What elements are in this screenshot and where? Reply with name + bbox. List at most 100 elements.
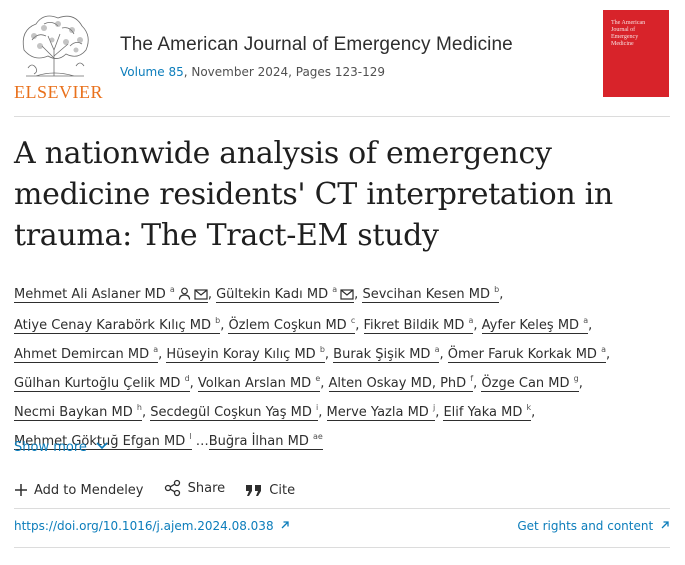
author-link[interactable]: Sevcihan Kesen MD b	[362, 285, 500, 303]
affiliation-marker: a	[153, 345, 159, 354]
elsevier-tree-logo[interactable]	[14, 10, 94, 98]
plus-icon	[15, 484, 27, 496]
quote-icon	[246, 485, 262, 496]
author-name: Secdegül Coşkun Yaş MD	[150, 405, 312, 420]
affiliation-marker: a	[434, 345, 440, 354]
external-link-icon	[281, 521, 290, 529]
author-link[interactable]: Özlem Coşkun MD c	[228, 316, 356, 334]
author-separator: ,	[189, 376, 198, 391]
author-list: Mehmet Ali Aslaner MD a, Gültekin Kadı M…	[14, 278, 659, 454]
cite-label: Cite	[269, 482, 296, 498]
author-link[interactable]: Hüseyin Koray Kılıç MD b	[166, 345, 325, 363]
author-separator: ,	[141, 405, 151, 420]
author-separator: ,	[588, 318, 593, 333]
author-separator: ,	[318, 405, 327, 420]
author-ellipsis: …	[195, 434, 209, 449]
affiliation-marker: a	[601, 345, 606, 354]
author-separator: ,	[158, 347, 167, 362]
author-link[interactable]: Özge Can MD g	[481, 374, 579, 392]
author-separator: ,	[473, 376, 482, 391]
volume-link[interactable]: Volume 85	[120, 65, 184, 79]
author-link[interactable]: Necmi Baykan MD h	[14, 403, 142, 421]
author-link[interactable]: Elif Yaka MD k	[443, 403, 532, 421]
author-name: Burak Şişik MD	[333, 347, 431, 362]
author-link[interactable]: Burak Şişik MD a	[333, 345, 440, 363]
person-icon	[178, 285, 191, 309]
bottom-divider	[14, 547, 670, 548]
journal-volume-info: Volume 85, November 2024, Pages 123-129	[120, 65, 385, 79]
affiliation-marker: e	[315, 374, 321, 383]
author-name: Mehmet Ali Aslaner MD	[14, 287, 166, 302]
author-name: Gültekin Kadı MD	[216, 287, 329, 302]
publisher-name: ELSEVIER	[14, 82, 103, 102]
show-more-label: Show more	[14, 440, 87, 455]
author-link[interactable]: Mehmet Göktuğ Efgan MD l	[14, 432, 192, 450]
affiliation-marker: f	[470, 374, 474, 383]
author-separator: ,	[499, 287, 504, 302]
author-separator: ,	[435, 405, 444, 420]
email-icon	[194, 285, 208, 309]
email-icon	[340, 285, 354, 309]
chevron-down-icon	[96, 442, 108, 450]
author-link[interactable]: Gülhan Kurtoğlu Çelik MD d	[14, 374, 190, 392]
doi-link[interactable]: https://doi.org/10.1016/j.ajem.2024.08.0…	[14, 519, 290, 533]
cover-title: The American Journal of Emergency Medici…	[611, 20, 646, 47]
author-link[interactable]: Ahmet Demircan MD a	[14, 345, 159, 363]
author-separator: ,	[439, 347, 448, 362]
article-title: A nationwide analysis of emergency medic…	[14, 136, 613, 253]
article-actions: Add to Mendeley Share Cite	[14, 479, 311, 501]
author-link[interactable]: Mehmet Ali Aslaner MD a	[14, 285, 208, 303]
author-link[interactable]: Volkan Arslan MD e	[197, 374, 321, 392]
author-name: Fikret Bildik MD	[363, 318, 465, 333]
affiliation-marker: c	[350, 316, 356, 325]
affiliation-marker: g	[573, 374, 579, 383]
affiliation-marker: i	[316, 403, 319, 412]
author-name: Sevcihan Kesen MD	[362, 287, 490, 302]
author-link[interactable]: Atiye Cenay Karabörk Kılıç MD b	[14, 316, 221, 334]
author-separator: ,	[531, 405, 536, 420]
author-name: Özge Can MD	[481, 376, 570, 391]
author-name: Hüseyin Koray Kılıç MD	[166, 347, 316, 362]
author-link[interactable]: Gültekin Kadı MD a	[216, 285, 355, 303]
author-name: Atiye Cenay Karabörk Kılıç MD	[14, 318, 211, 333]
actions-divider	[14, 508, 670, 509]
get-rights-link[interactable]: Get rights and content	[517, 519, 670, 533]
author-name: Mehmet Göktuğ Efgan MD	[14, 434, 186, 449]
author-link[interactable]: Secdegül Coşkun Yaş MD i	[150, 403, 319, 421]
cite-button[interactable]: Cite	[245, 483, 295, 498]
show-more-button[interactable]: Show more	[14, 440, 109, 455]
author-name: Buğra İlhan MD	[208, 434, 309, 449]
author-link[interactable]: Merve Yazla MD j	[326, 403, 436, 421]
author-link[interactable]: Ömer Faruk Korkak MD a	[447, 345, 606, 363]
affiliation-marker: a	[583, 316, 589, 325]
doi-text: https://doi.org/10.1016/j.ajem.2024.08.0…	[14, 519, 274, 533]
author-link[interactable]: Buğra İlhan MD ae	[208, 432, 323, 450]
issue-date-pages: , November 2024, Pages 123-129	[183, 65, 386, 79]
author-name: Ömer Faruk Korkak MD	[447, 347, 597, 362]
journal-cover-image[interactable]: The American Journal of Emergency Medici…	[603, 10, 669, 97]
affiliation-marker: h	[136, 403, 142, 412]
author-link[interactable]: Ayfer Keleş MD a	[481, 316, 589, 334]
affiliation-marker: ae	[313, 432, 323, 441]
author-separator: ,	[320, 376, 329, 391]
external-link-icon	[661, 521, 669, 529]
author-name: Necmi Baykan MD	[14, 405, 133, 420]
affiliation-marker: d	[184, 374, 190, 383]
share-icon	[164, 479, 180, 497]
affiliation-marker: a	[169, 285, 175, 294]
author-name: Merve Yazla MD	[326, 405, 429, 420]
author-name: Özlem Coşkun MD	[228, 318, 347, 333]
author-separator: ,	[606, 347, 611, 362]
author-name: Ayfer Keleş MD	[481, 318, 580, 333]
affiliation-marker: a	[468, 316, 474, 325]
get-rights-text: Get rights and content	[517, 519, 654, 533]
author-name: Elif Yaka MD	[443, 405, 523, 420]
author-link[interactable]: Fikret Bildik MD a	[363, 316, 474, 334]
author-name: Gülhan Kurtoğlu Çelik MD	[14, 376, 181, 391]
journal-title[interactable]: The American Journal of Emergency Medici…	[120, 34, 513, 55]
author-link[interactable]: Alten Oskay MD, PhD f	[328, 374, 474, 392]
affiliation-marker: k	[526, 403, 532, 412]
share-button[interactable]: Share	[164, 479, 225, 497]
add-to-mendeley-button[interactable]: Add to Mendeley	[14, 483, 144, 498]
author-separator: ,	[207, 287, 217, 302]
